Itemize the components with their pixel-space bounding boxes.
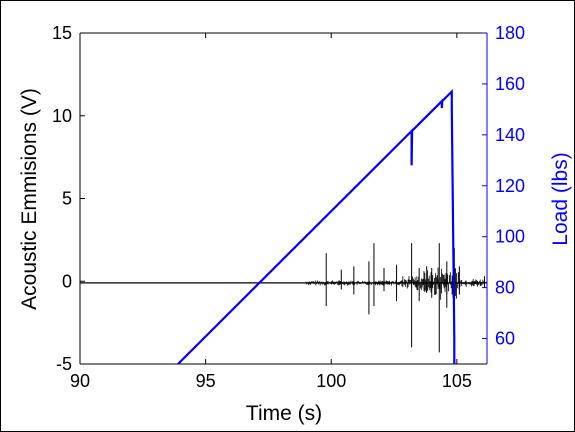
y-right-tick-label: 180: [495, 23, 525, 43]
x-axis-label: Time (s): [246, 402, 322, 425]
y-right-tick-label: 80: [495, 278, 515, 298]
axis-ticks: 90 95 100 105 -5 0 5 10 15 60 80 100 120 140 160 180: [52, 23, 525, 391]
y-right-tick-label: 160: [495, 74, 525, 94]
y-left-tick-label: 5: [62, 189, 72, 209]
x-tick-label: 105: [442, 371, 472, 391]
y-left-tick-label: 0: [62, 271, 72, 291]
x-tick-label: 100: [316, 371, 346, 391]
axes-box: [79, 32, 488, 365]
x-tick-label: 90: [70, 371, 90, 391]
y-right-tick-label: 100: [495, 227, 525, 247]
y-right-tick-label: 120: [495, 176, 525, 196]
load-series: [177, 88, 456, 364]
y-right-tick-label: 60: [495, 329, 515, 349]
y-left-tick-label: -5: [56, 354, 72, 374]
y-left-axis-label: Acoustic Emmisions (V): [18, 88, 41, 310]
y-left-tick-label: 10: [52, 106, 72, 126]
load-line: [177, 88, 456, 364]
y-right-tick-label: 140: [495, 125, 525, 145]
y-right-axis-label: Load (lbs): [549, 152, 572, 245]
y-left-tick-label: 15: [52, 23, 72, 43]
x-tick-label: 95: [196, 371, 216, 391]
